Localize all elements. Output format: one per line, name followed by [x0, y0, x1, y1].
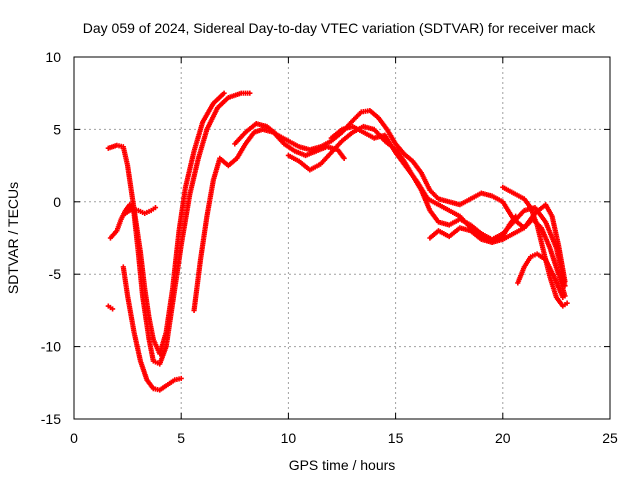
data-point [178, 375, 184, 382]
y-tick-label: -5 [49, 266, 62, 282]
data-point [513, 213, 519, 219]
x-tick-label: 5 [177, 430, 185, 446]
data-point [564, 300, 570, 306]
series-track-4 [122, 204, 159, 216]
data-point [341, 155, 347, 161]
x-tick-label: 0 [70, 430, 78, 446]
y-tick-label: -15 [41, 411, 61, 427]
series-track-3 [120, 264, 184, 393]
data-point [247, 90, 253, 96]
y-tick-labels: 10 5 0 -5 -10 -15 [41, 49, 61, 427]
series-track-10 [427, 213, 519, 245]
series-track-6 [191, 126, 347, 313]
tick-layer [73, 56, 611, 420]
series-track-5 [105, 303, 116, 312]
x-tick-label: 20 [495, 430, 511, 446]
series-track-11 [500, 184, 570, 309]
x-tick-label: 10 [281, 430, 297, 446]
y-tick-label: 5 [53, 121, 61, 137]
data-point [221, 90, 227, 96]
series-track-12 [515, 251, 566, 300]
x-axis-label: GPS time / hours [289, 457, 396, 473]
plot-frame [73, 56, 611, 420]
series-track-2 [107, 90, 253, 367]
grid-layer [74, 57, 610, 419]
chart-title: Day 059 of 2024, Sidereal Day-to-day VTE… [83, 20, 596, 36]
data-point [560, 294, 566, 300]
y-tick-label: 0 [53, 194, 61, 210]
y-tick-label: 10 [45, 49, 61, 65]
x-tick-label: 25 [602, 430, 618, 446]
data-layer [105, 90, 570, 393]
x-tick-labels: 0 5 10 15 20 25 [70, 430, 618, 446]
x-tick-label: 15 [388, 430, 404, 446]
y-axis-label: SDTVAR / TECUs [5, 182, 21, 294]
y-tick-label: -10 [41, 339, 61, 355]
data-point [152, 204, 159, 211]
data-point [109, 306, 116, 312]
